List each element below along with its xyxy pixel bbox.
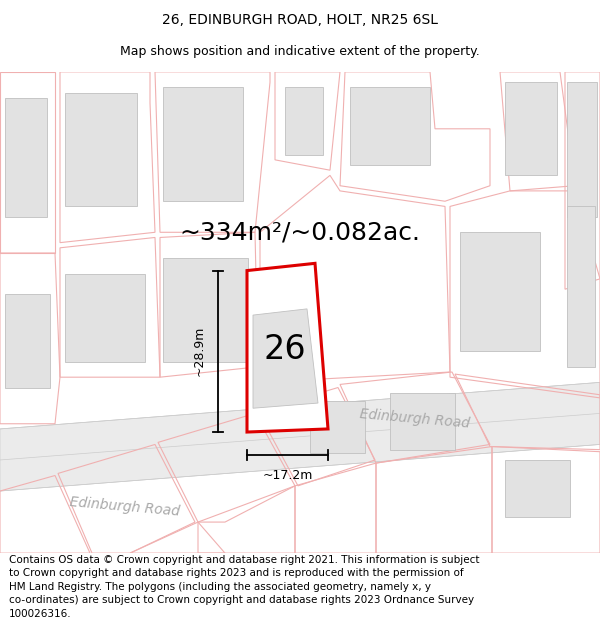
Text: ~17.2m: ~17.2m xyxy=(262,469,313,482)
Polygon shape xyxy=(460,232,540,351)
Text: Edinburgh Road: Edinburgh Road xyxy=(69,495,181,518)
Text: ~28.9m: ~28.9m xyxy=(193,326,206,376)
Polygon shape xyxy=(567,82,597,217)
Polygon shape xyxy=(65,92,137,206)
Polygon shape xyxy=(5,294,50,388)
Text: Map shows position and indicative extent of the property.: Map shows position and indicative extent… xyxy=(120,44,480,58)
Text: 26, EDINBURGH ROAD, HOLT, NR25 6SL: 26, EDINBURGH ROAD, HOLT, NR25 6SL xyxy=(162,13,438,27)
Polygon shape xyxy=(253,309,318,408)
Polygon shape xyxy=(5,98,47,217)
Text: Edinburgh Road: Edinburgh Road xyxy=(359,407,471,431)
Polygon shape xyxy=(163,88,243,201)
Polygon shape xyxy=(163,258,248,362)
Polygon shape xyxy=(505,82,557,176)
Polygon shape xyxy=(65,274,145,362)
Polygon shape xyxy=(350,88,430,165)
Text: 26: 26 xyxy=(263,332,307,366)
Text: Contains OS data © Crown copyright and database right 2021. This information is : Contains OS data © Crown copyright and d… xyxy=(9,554,479,619)
Text: ~334m²/~0.082ac.: ~334m²/~0.082ac. xyxy=(179,220,421,244)
Polygon shape xyxy=(310,401,365,452)
Polygon shape xyxy=(567,206,595,367)
Polygon shape xyxy=(505,460,570,517)
Polygon shape xyxy=(0,382,600,491)
Polygon shape xyxy=(285,88,323,154)
Polygon shape xyxy=(247,263,328,432)
Polygon shape xyxy=(390,392,455,449)
